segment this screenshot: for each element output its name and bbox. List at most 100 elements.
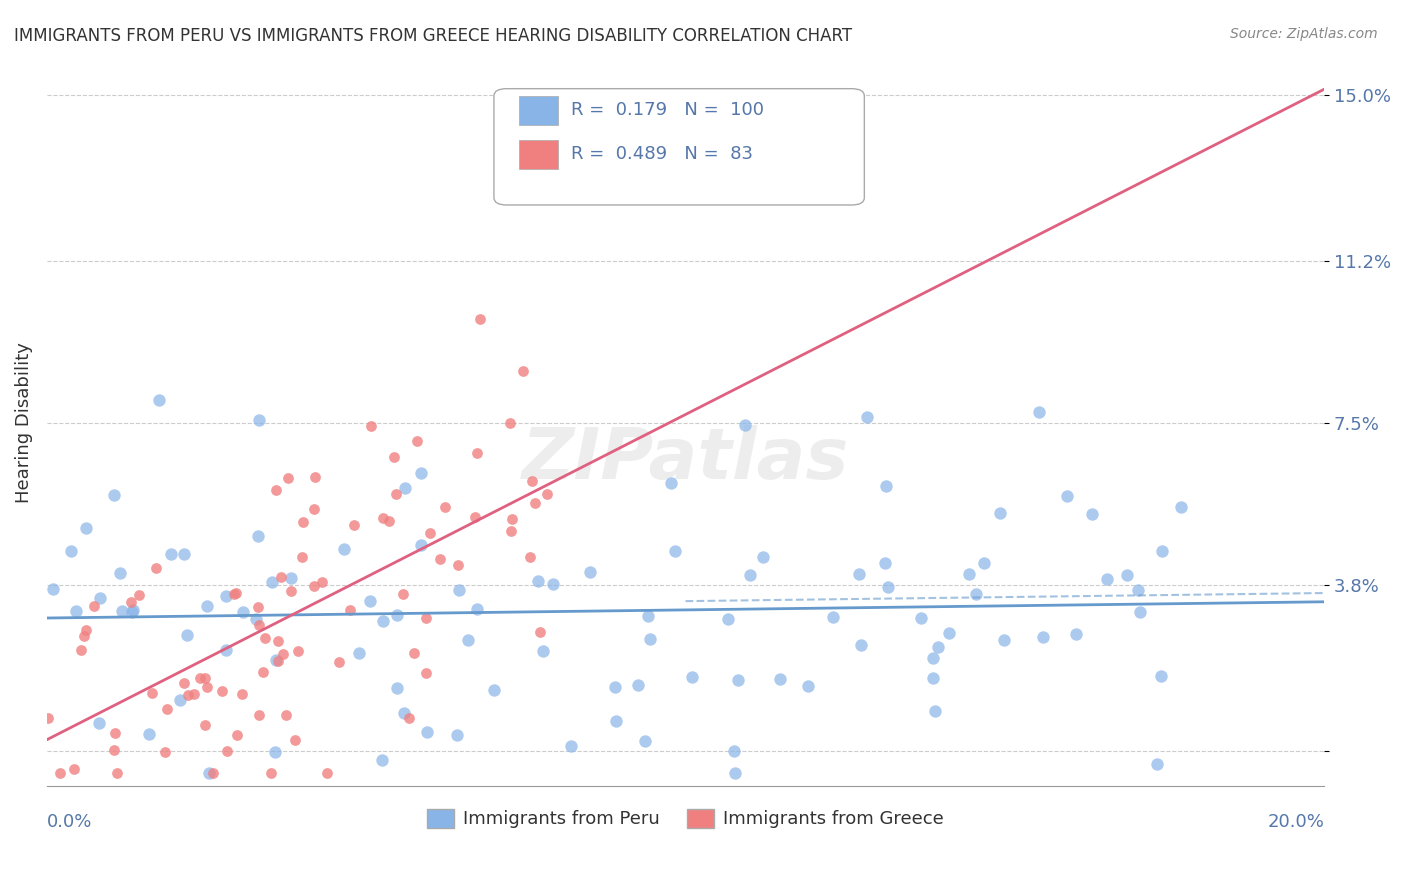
- Point: [371, 614, 394, 628]
- Point: [957, 567, 980, 582]
- Point: [723, 744, 745, 758]
- Point: [637, 608, 659, 623]
- Point: [267, 633, 290, 648]
- Point: [246, 529, 269, 543]
- Point: [328, 656, 350, 670]
- Point: [145, 561, 167, 575]
- Point: [922, 671, 945, 685]
- Point: [48, 766, 70, 780]
- Point: [529, 624, 551, 639]
- FancyBboxPatch shape: [519, 139, 558, 169]
- Point: [1064, 627, 1087, 641]
- Point: [1032, 631, 1054, 645]
- Point: [394, 706, 416, 720]
- Point: [225, 586, 247, 600]
- Point: [194, 671, 217, 685]
- Point: [391, 587, 413, 601]
- Point: [231, 687, 253, 701]
- Point: [922, 651, 945, 665]
- Point: [848, 566, 870, 581]
- Point: [927, 640, 949, 655]
- Text: IMMIGRANTS FROM PERU VS IMMIGRANTS FROM GREECE HEARING DISABILITY CORRELATION CH: IMMIGRANTS FROM PERU VS IMMIGRANTS FROM …: [14, 27, 852, 45]
- Point: [734, 417, 756, 432]
- Point: [605, 714, 627, 728]
- Point: [446, 728, 468, 742]
- Point: [409, 538, 432, 552]
- Point: [270, 569, 292, 583]
- Point: [359, 594, 381, 608]
- Point: [121, 603, 143, 617]
- Point: [280, 571, 302, 585]
- Point: [717, 613, 740, 627]
- Point: [280, 584, 302, 599]
- Point: [1095, 572, 1118, 586]
- Point: [659, 476, 682, 491]
- Point: [415, 665, 437, 680]
- Point: [536, 487, 558, 501]
- Point: [103, 743, 125, 757]
- Point: [405, 434, 427, 448]
- Point: [245, 612, 267, 626]
- Point: [1056, 489, 1078, 503]
- Point: [215, 643, 238, 657]
- Point: [560, 739, 582, 754]
- Point: [875, 479, 897, 493]
- Point: [87, 716, 110, 731]
- Point: [1028, 404, 1050, 418]
- Point: [215, 589, 238, 603]
- Point: [190, 671, 212, 685]
- Point: [226, 728, 249, 742]
- Point: [877, 580, 900, 594]
- Point: [797, 679, 820, 693]
- Point: [173, 676, 195, 690]
- FancyBboxPatch shape: [519, 96, 558, 125]
- Point: [823, 610, 845, 624]
- Point: [201, 766, 224, 780]
- Point: [37, 711, 59, 725]
- Point: [246, 600, 269, 615]
- Point: [262, 575, 284, 590]
- Point: [1150, 544, 1173, 558]
- Point: [385, 608, 408, 623]
- Point: [938, 625, 960, 640]
- Point: [304, 502, 326, 516]
- Point: [287, 644, 309, 658]
- Point: [266, 652, 288, 666]
- Point: [1129, 605, 1152, 619]
- Point: [382, 450, 405, 465]
- Point: [247, 413, 270, 427]
- Point: [447, 583, 470, 598]
- Point: [291, 516, 314, 530]
- Point: [377, 514, 399, 528]
- Point: [371, 511, 394, 525]
- Point: [973, 556, 995, 570]
- Point: [681, 670, 703, 684]
- Point: [148, 392, 170, 407]
- Point: [316, 766, 339, 780]
- Point: [343, 518, 366, 533]
- Point: [501, 512, 523, 526]
- Point: [153, 745, 176, 759]
- Point: [273, 647, 295, 661]
- Point: [482, 683, 505, 698]
- Point: [855, 410, 877, 425]
- Point: [311, 574, 333, 589]
- Point: [291, 550, 314, 565]
- Point: [211, 684, 233, 698]
- Point: [533, 644, 555, 658]
- Point: [541, 577, 564, 591]
- Point: [120, 594, 142, 608]
- Point: [277, 471, 299, 485]
- Point: [409, 466, 432, 480]
- Point: [176, 628, 198, 642]
- Point: [75, 521, 97, 535]
- Point: [993, 633, 1015, 648]
- FancyBboxPatch shape: [494, 88, 865, 205]
- Point: [415, 611, 437, 625]
- Text: Source: ZipAtlas.com: Source: ZipAtlas.com: [1230, 27, 1378, 41]
- Point: [603, 680, 626, 694]
- Point: [416, 725, 439, 739]
- Point: [252, 665, 274, 679]
- Point: [173, 547, 195, 561]
- Point: [638, 632, 661, 647]
